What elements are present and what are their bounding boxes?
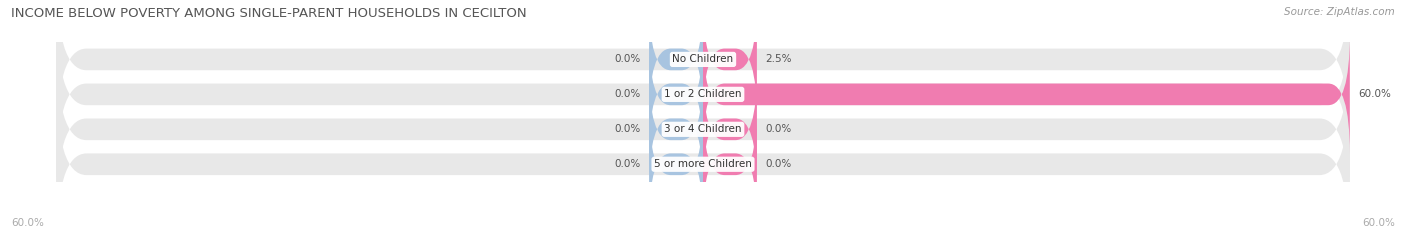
Text: 2.5%: 2.5% — [765, 55, 792, 64]
Text: 5 or more Children: 5 or more Children — [654, 159, 752, 169]
Text: 60.0%: 60.0% — [1362, 218, 1395, 228]
Text: Source: ZipAtlas.com: Source: ZipAtlas.com — [1284, 7, 1395, 17]
FancyBboxPatch shape — [56, 0, 1350, 147]
Text: 0.0%: 0.0% — [614, 159, 641, 169]
FancyBboxPatch shape — [703, 35, 1350, 154]
Text: 0.0%: 0.0% — [614, 55, 641, 64]
FancyBboxPatch shape — [56, 77, 1350, 233]
FancyBboxPatch shape — [650, 70, 703, 188]
Text: 0.0%: 0.0% — [765, 159, 792, 169]
Text: 3 or 4 Children: 3 or 4 Children — [664, 124, 742, 134]
Text: No Children: No Children — [672, 55, 734, 64]
FancyBboxPatch shape — [650, 0, 703, 118]
Text: 0.0%: 0.0% — [614, 124, 641, 134]
Text: 0.0%: 0.0% — [614, 89, 641, 99]
Text: 0.0%: 0.0% — [765, 124, 792, 134]
FancyBboxPatch shape — [56, 7, 1350, 181]
Text: INCOME BELOW POVERTY AMONG SINGLE-PARENT HOUSEHOLDS IN CECILTON: INCOME BELOW POVERTY AMONG SINGLE-PARENT… — [11, 7, 527, 20]
FancyBboxPatch shape — [56, 42, 1350, 216]
FancyBboxPatch shape — [703, 70, 756, 188]
Text: 60.0%: 60.0% — [11, 218, 44, 228]
Text: 1 or 2 Children: 1 or 2 Children — [664, 89, 742, 99]
FancyBboxPatch shape — [703, 105, 756, 223]
FancyBboxPatch shape — [650, 105, 703, 223]
FancyBboxPatch shape — [650, 35, 703, 154]
FancyBboxPatch shape — [703, 0, 756, 118]
Text: 60.0%: 60.0% — [1358, 89, 1392, 99]
